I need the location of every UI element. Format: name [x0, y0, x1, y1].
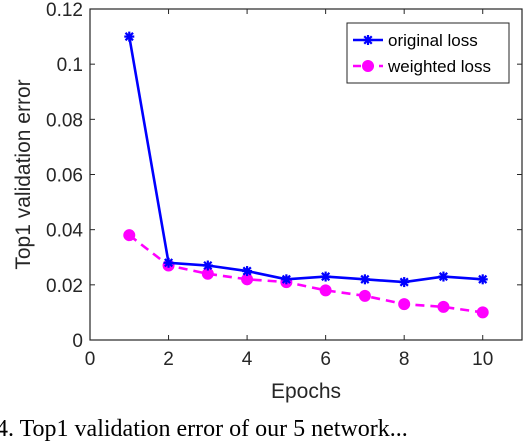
data-point-original-loss	[359, 274, 370, 285]
x-tick-label: 8	[399, 349, 410, 370]
data-point-original-loss	[202, 260, 213, 271]
legend-label-original-loss: original loss	[388, 31, 478, 50]
series-original-loss	[124, 31, 488, 288]
series-weighted-loss	[123, 229, 489, 319]
data-point-original-loss	[438, 271, 449, 282]
y-tick-label: 0.04	[46, 221, 83, 242]
axis-ticks	[89, 8, 522, 341]
data-point-weighted-loss	[476, 306, 489, 319]
figure-caption: 4. Top1 validation error of our 5 networ…	[0, 416, 408, 442]
data-point-weighted-loss	[437, 300, 450, 313]
marker-stroke	[203, 260, 213, 271]
legend: original loss weighted loss	[346, 22, 510, 84]
marker-stroke	[399, 277, 409, 287]
tick-labels: 0 2 4 6 8 10 0 0.02 0.04 0.06 0.08 0.1 0.12	[46, 0, 493, 370]
y-tick-label: 0.08	[46, 110, 83, 131]
data-point-original-loss	[281, 274, 292, 285]
legend-box	[346, 22, 510, 84]
x-tick-label: 4	[242, 349, 253, 370]
data-point-weighted-loss	[319, 284, 332, 297]
x-tick-label: 6	[320, 349, 331, 370]
data-point-original-loss	[399, 277, 410, 288]
data-point-original-loss	[124, 31, 135, 42]
data-point-weighted-loss	[398, 298, 411, 311]
y-tick-label: 0.1	[57, 55, 83, 76]
marker-stroke	[363, 35, 373, 45]
data-point-weighted-loss	[358, 289, 371, 302]
series-line-weighted-loss	[128, 234, 483, 314]
marker-stroke	[124, 32, 134, 42]
data-point-original-loss	[477, 274, 488, 285]
data-point-original-loss	[242, 266, 253, 277]
y-tick-label: 0	[72, 331, 83, 352]
y-axis-label: Top1 validation error	[12, 79, 35, 269]
marker-stroke	[321, 272, 331, 282]
y-tick-label: 0.06	[46, 166, 83, 187]
x-axis-label: Epochs	[271, 380, 341, 403]
marker-stroke	[360, 274, 370, 284]
legend-label-weighted-loss: weighted loss	[387, 57, 491, 76]
legend-marker-weighted-loss	[362, 60, 374, 72]
x-tick-label: 10	[472, 349, 493, 370]
y-tick-label: 0.12	[46, 0, 83, 21]
data-point-weighted-loss	[123, 229, 136, 242]
x-tick-label: 2	[163, 349, 174, 370]
series-layer	[123, 31, 489, 319]
x-tick-label: 0	[85, 349, 96, 370]
legend-marker-original-loss	[363, 35, 373, 45]
marker-stroke	[164, 258, 174, 268]
marker-stroke	[242, 266, 252, 276]
series-line-original-loss	[127, 36, 483, 284]
data-point-original-loss	[320, 271, 331, 282]
marker-stroke	[438, 272, 448, 282]
marker-stroke	[281, 274, 291, 284]
marker-stroke	[478, 274, 488, 284]
data-point-original-loss	[163, 257, 174, 268]
line-chart: 0 2 4 6 8 10 0 0.02 0.04 0.06 0.08 0.1 0.12 Epochs T…	[12, 0, 523, 403]
y-tick-label: 0.02	[46, 276, 83, 297]
